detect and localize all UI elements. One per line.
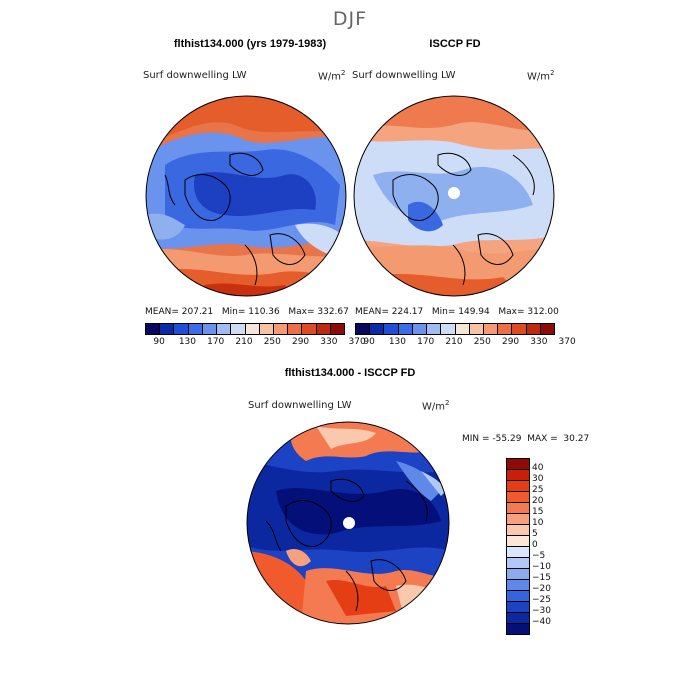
colorbar-tick-label: −10 [532,562,551,572]
colorbar-tick-label: −5 [532,551,546,561]
colorbar-tick-label: 15 [532,507,544,517]
diff-variable-label: Surf downwelling LW [248,400,352,411]
colorbar-swatch [483,324,499,334]
colorbar-swatch [507,536,529,547]
colorbar-swatch [507,624,529,634]
colorbar-tick-label: 290 [291,337,310,347]
colorbar-swatch [217,324,232,334]
colorbar-swatch [412,324,428,334]
colorbar-swatch [507,503,529,514]
colorbar-tick-label: 250 [473,337,491,347]
left-variable-label: Surf downwelling LW [143,70,247,81]
left-colorbar [145,323,345,335]
left-panel-title: flthist134.000 (yrs 1979-1983) [173,38,327,50]
colorbar-tick-label: 130 [388,337,407,347]
colorbar-tick-label: 330 [530,337,548,347]
diff-panel-title: flthist134.000 - ISCCP FD [284,367,416,379]
colorbar-swatch [455,324,470,334]
right-units-label: W/m2 [527,69,555,83]
colorbar-swatch [507,492,529,503]
colorbar-swatch [384,324,399,334]
colorbar-swatch [259,324,274,334]
colorbar-tick-label: −40 [532,617,551,627]
colorbar-tick-label: −20 [532,584,551,594]
colorbar-swatch [507,558,529,569]
colorbar-tick-label: 40 [532,463,544,473]
colorbar-swatch [188,324,203,334]
colorbar-swatch [507,525,529,536]
colorbar-tick-label: 170 [207,337,225,347]
diff-stats: MIN = -55.29 MAX = 30.27 [462,434,590,444]
left-units-label: W/m2 [318,69,346,83]
colorbar-swatch [507,459,529,470]
colorbar-tick-label: 210 [235,337,253,347]
colorbar-swatch [427,324,442,334]
diff-polar-map [246,421,450,625]
colorbar-tick-label: −25 [532,595,551,605]
colorbar-swatch [356,324,371,334]
colorbar-swatch [507,514,529,525]
colorbar-tick-label: 90 [363,337,375,347]
colorbar-tick-label: −15 [532,573,551,583]
colorbar-tick-label: 330 [320,337,338,347]
colorbar-swatch [469,324,484,334]
colorbar-swatch [507,481,529,492]
colorbar-swatch [316,324,331,334]
colorbar-swatch [302,324,317,334]
colorbar-tick-label: −30 [532,606,551,616]
colorbar-tick-label: 5 [532,529,538,539]
page-title: DJF [332,8,368,30]
colorbar-tick-label: 250 [263,337,281,347]
colorbar-swatch [507,569,529,580]
colorbar-swatch [245,324,260,334]
colorbar-tick-label: 20 [532,496,544,506]
right-stats: MEAN= 224.17 Min= 149.94 Max= 312.00 [355,307,559,317]
colorbar-swatch [526,324,541,334]
diff-colorbar [506,458,530,635]
colorbar-swatch [441,324,456,334]
colorbar-swatch [273,324,289,334]
colorbar-tick-label: 130 [178,337,197,347]
colorbar-swatch [512,324,527,334]
colorbar-swatch [498,324,513,334]
colorbar-tick-label: 170 [417,337,435,347]
right-colorbar [355,323,555,335]
colorbar-tick-label: 90 [153,337,165,347]
colorbar-tick-label: 10 [532,518,544,528]
diff-units-label: W/m2 [422,399,450,413]
colorbar-swatch [370,324,385,334]
colorbar-tick-label: 25 [532,485,544,495]
colorbar-swatch [398,324,413,334]
right-variable-label: Surf downwelling LW [352,70,456,81]
colorbar-tick-label: 0 [532,540,538,550]
colorbar-swatch [231,324,246,334]
colorbar-swatch [160,324,175,334]
colorbar-swatch [507,470,529,481]
colorbar-swatch [507,602,529,613]
colorbar-swatch [202,324,218,334]
colorbar-swatch [288,324,303,334]
colorbar-tick-label: 370 [348,337,366,347]
diff-colorbar-ticks: 40 30 25 20 15 10 5 0 −5 −10 −15 −20 −25 −30 −40 [530,458,570,628]
right-colorbar-ticks: 90 130 170 210 250 290 330 370 [355,337,575,349]
colorbar-swatch [507,591,529,602]
colorbar-tick-label: 30 [532,474,544,484]
colorbar-swatch [174,324,189,334]
colorbar-tick-label: 370 [558,337,576,347]
right-panel-title: ISCCP FD [429,38,481,50]
colorbar-swatch [507,613,529,624]
left-colorbar-ticks: 90 130 170 210 250 290 330 370 [145,337,365,349]
left-stats: MEAN= 207.21 Min= 110.36 Max= 332.67 [145,307,349,317]
colorbar-swatch [507,547,529,558]
colorbar-tick-label: 210 [445,337,463,347]
left-polar-map [145,95,347,297]
colorbar-swatch [540,324,555,334]
colorbar-swatch [507,580,529,591]
colorbar-swatch [330,324,345,334]
right-polar-map [353,95,555,297]
colorbar-swatch [146,324,161,334]
colorbar-tick-label: 290 [501,337,520,347]
